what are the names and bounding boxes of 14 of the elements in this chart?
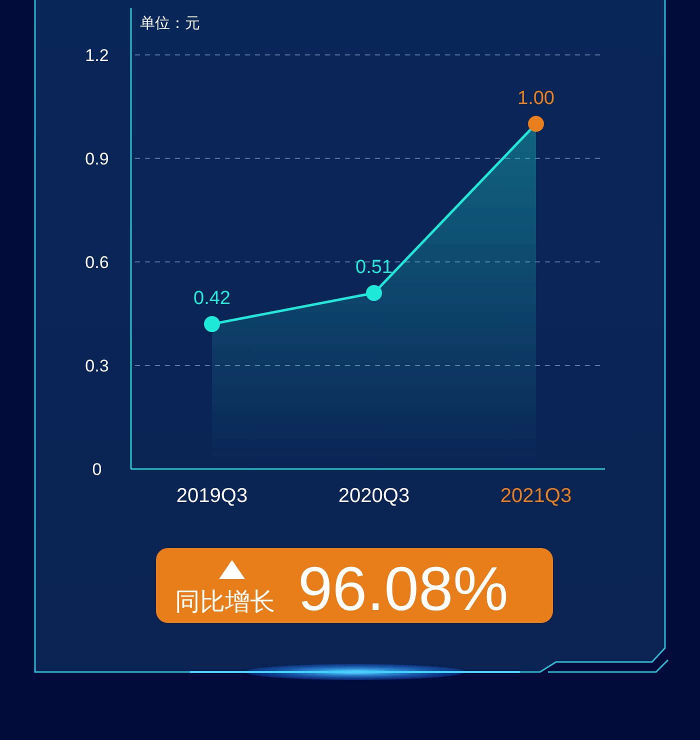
y-tick-label: 1.2 (85, 46, 109, 65)
x-tick-label: 2019Q3 (176, 485, 248, 507)
x-tick-label: 2020Q3 (338, 485, 410, 507)
y-tick-label: 0 (92, 460, 102, 479)
ylabel: 单位：元 (140, 15, 200, 32)
data-label: 0.51 (356, 257, 392, 278)
y-tick-label: 0.3 (85, 356, 109, 376)
annotation: 96.08% (298, 555, 508, 624)
y-tick-label: 0.6 (85, 252, 109, 272)
data-label: 1.00 (518, 88, 554, 109)
x-tick-label: 2021Q3 (500, 485, 572, 507)
y-tick-label: 0.9 (85, 149, 109, 168)
data-label: 0.42 (194, 288, 230, 310)
annotation: 同比增长 (175, 588, 275, 616)
